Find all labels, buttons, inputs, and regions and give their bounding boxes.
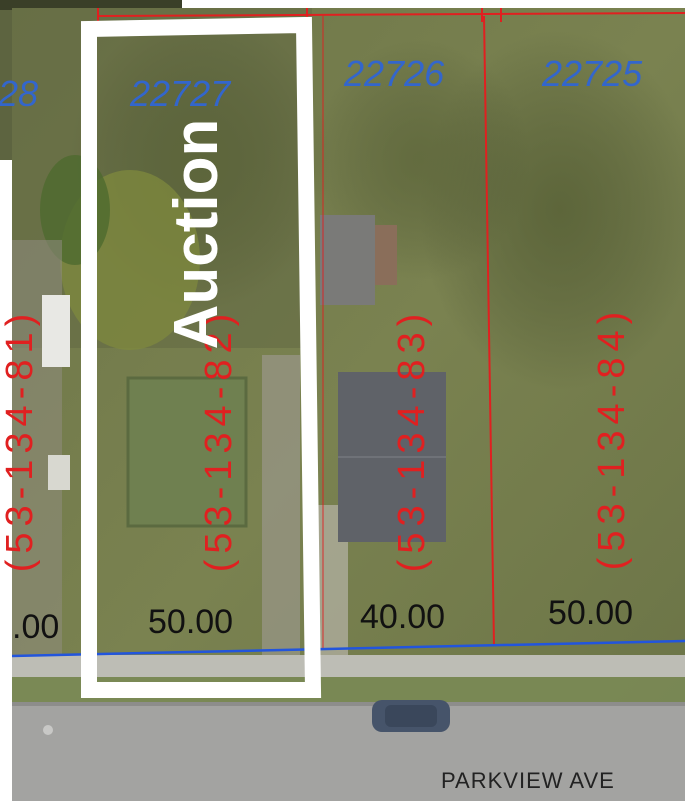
lot-number: 22727 bbox=[130, 73, 231, 114]
parcel-id: (53-134-84) bbox=[591, 305, 633, 571]
street-label: PARKVIEW AVE bbox=[441, 768, 615, 793]
lot-number: 22725 bbox=[542, 53, 643, 94]
frontage-dimension: 50.00 bbox=[548, 594, 634, 632]
parcel-boundary-line bbox=[97, 12, 685, 17]
lot-number: 22726 bbox=[344, 53, 445, 94]
lot-number: 28 bbox=[0, 73, 39, 114]
parcel-boundary-line bbox=[483, 15, 495, 647]
auction-label: Auction bbox=[162, 118, 231, 350]
frontage-dimension: .00 bbox=[12, 608, 60, 646]
parcel-id: (53-134-81) bbox=[0, 307, 41, 573]
right-of-way-line bbox=[11, 639, 685, 658]
parcel-id: (53-134-83) bbox=[391, 307, 433, 573]
frontage-dimension: 40.00 bbox=[360, 598, 446, 636]
frontage-dimension: 50.00 bbox=[148, 603, 234, 641]
